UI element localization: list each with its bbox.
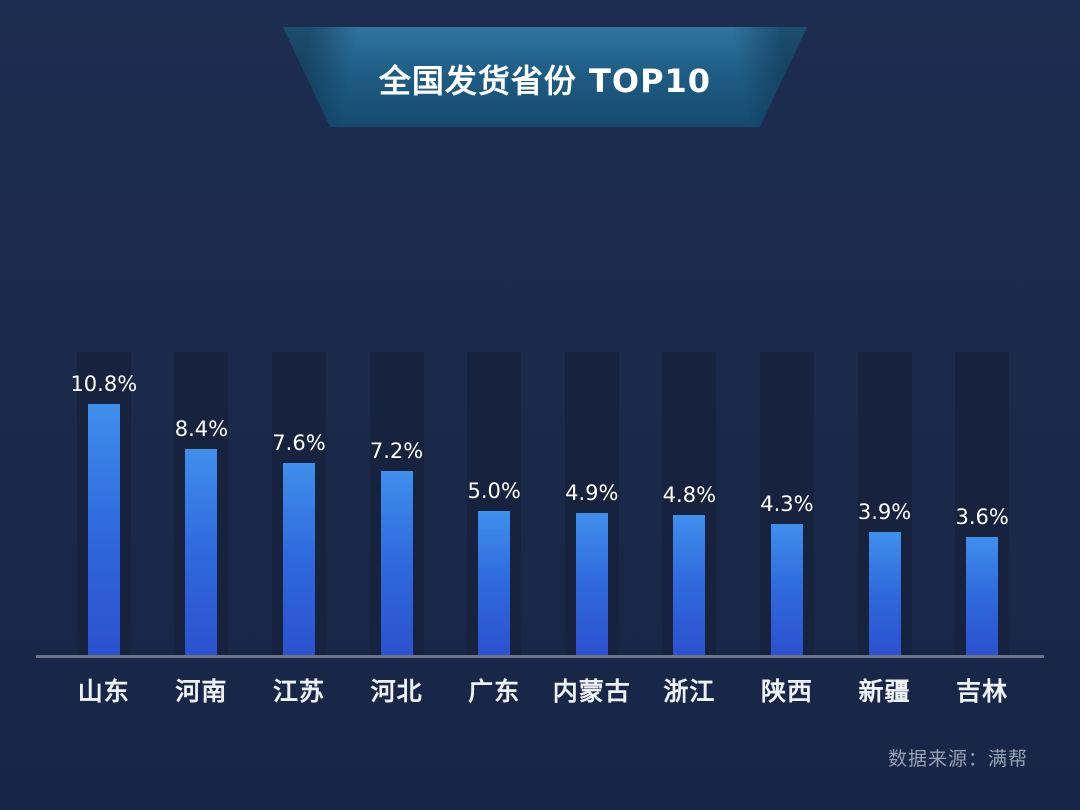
bar-column: 4.8% 浙江	[641, 352, 739, 706]
category-label: 山东	[77, 677, 130, 706]
bar	[575, 513, 608, 656]
bar-column: 7.2% 河北	[348, 352, 446, 706]
x-axis-line	[36, 655, 1044, 658]
bar-value-label: 4.3%	[760, 492, 814, 516]
bar	[770, 524, 803, 656]
category-label: 广东	[468, 677, 521, 706]
bar-column: 4.9% 内蒙古	[543, 352, 641, 706]
bar-value-label: 7.6%	[272, 431, 326, 455]
category-label: 江苏	[272, 677, 325, 706]
bar-value-label: 4.9%	[565, 481, 619, 505]
bar-column: 7.6% 江苏	[250, 352, 348, 706]
bar-value-label: 3.9%	[857, 500, 912, 524]
category-label: 河南	[175, 677, 228, 706]
bar-column: 10.8% 山东	[55, 352, 153, 706]
category-label: 河北	[370, 677, 423, 706]
bar-value-label: 3.6%	[955, 505, 1009, 529]
bar-column: 5.0% 广东	[445, 352, 543, 706]
bar-column: 3.6% 吉林	[933, 352, 1031, 706]
bar	[966, 537, 999, 656]
bar	[380, 471, 413, 656]
bar-value-label: 5.0%	[467, 479, 521, 503]
bar	[478, 511, 511, 656]
category-label: 浙江	[663, 677, 716, 706]
bar-column: 4.3% 陕西	[738, 352, 836, 706]
category-label: 陕西	[760, 677, 813, 706]
category-label: 吉林	[956, 677, 1009, 706]
bar-value-label: 4.8%	[662, 483, 717, 507]
page-title: 全国发货省份 TOP10	[378, 62, 712, 100]
bar-column: 3.9% 新疆	[836, 352, 934, 706]
bar	[868, 532, 901, 656]
bar	[673, 515, 706, 656]
bar	[185, 449, 218, 656]
category-label: 内蒙古	[552, 677, 631, 706]
data-source-note: 数据来源：满帮	[887, 748, 1028, 770]
category-label: 新疆	[858, 677, 911, 706]
bar-column: 8.4% 河南	[153, 352, 251, 706]
bar-value-label: 7.2%	[369, 439, 424, 463]
bar-value-label: 10.8%	[70, 372, 138, 396]
bar	[282, 463, 315, 656]
bar	[87, 404, 120, 656]
chart-columns: 10.8% 山东 8.4% 河南 7.6% 江苏 7.2% 河北 5.0% 广东 4.9% 内蒙古 4.…	[55, 352, 1031, 706]
title-banner: 全国发货省份 TOP10	[283, 27, 807, 127]
bar-value-label: 8.4%	[174, 417, 229, 441]
